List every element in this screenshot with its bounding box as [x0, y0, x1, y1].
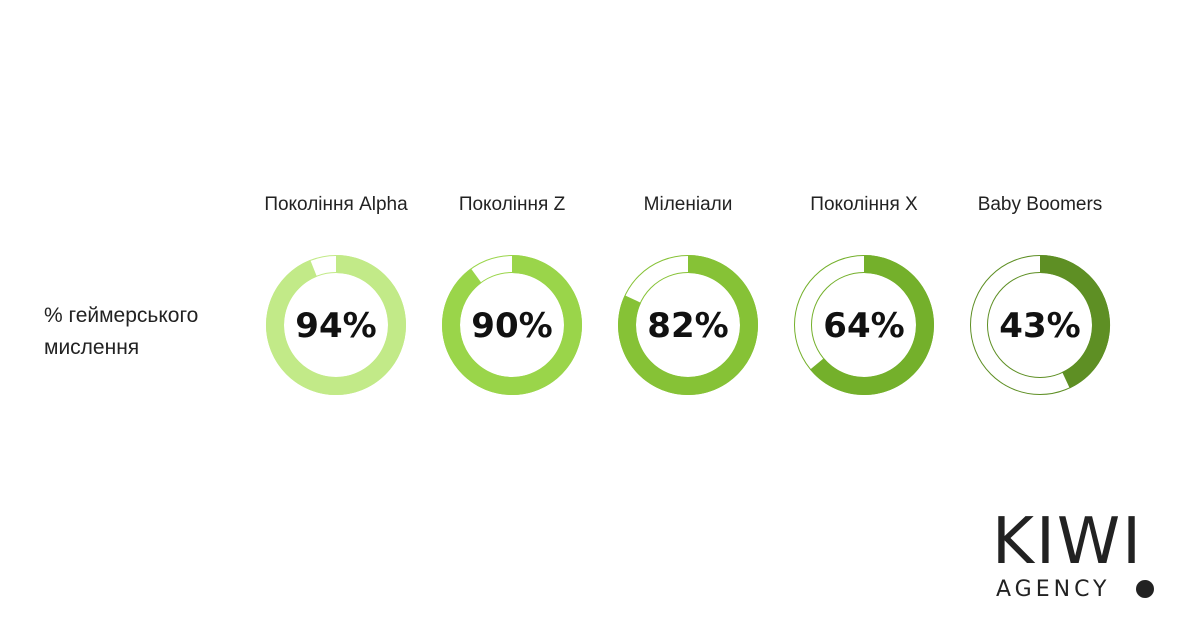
kiwi-agency-logo: KIWI AGENCY: [990, 510, 1160, 610]
category-label-3: Покоління X: [810, 194, 918, 215]
logo-name: KIWI: [992, 505, 1143, 579]
category-label-4: Baby Boomers: [978, 194, 1103, 215]
donut-1: Покоління Z 90%: [442, 194, 582, 395]
donut-0: Покоління Alpha 94%: [264, 194, 408, 395]
value-label-1: 90%: [471, 306, 552, 346]
row-label-line2: мислення: [44, 336, 140, 359]
category-label-2: Міленіали: [644, 194, 733, 215]
logo-dot-icon: [1136, 580, 1154, 598]
value-label-2: 82%: [647, 306, 728, 346]
donut-arc-0: [266, 255, 406, 395]
donut-2: Міленіали 82%: [618, 194, 758, 395]
category-label-0: Покоління Alpha: [264, 194, 408, 215]
donut-arc-1: [442, 255, 582, 395]
category-label-1: Покоління Z: [459, 194, 566, 215]
donut-arc-2: [618, 255, 758, 395]
donut-3: Покоління X 64%: [794, 194, 934, 395]
donut-arc-4: [1039, 255, 1110, 389]
donut-arc-3: [810, 255, 934, 395]
row-label-line1: % геймерського: [44, 304, 199, 327]
value-label-0: 94%: [295, 306, 376, 346]
logo-sub: AGENCY: [996, 577, 1111, 602]
donut-4: Baby Boomers 43%: [970, 194, 1110, 395]
value-label-3: 64%: [823, 306, 904, 346]
value-label-4: 43%: [999, 306, 1080, 346]
row-label: % геймерського мислення: [44, 300, 254, 364]
